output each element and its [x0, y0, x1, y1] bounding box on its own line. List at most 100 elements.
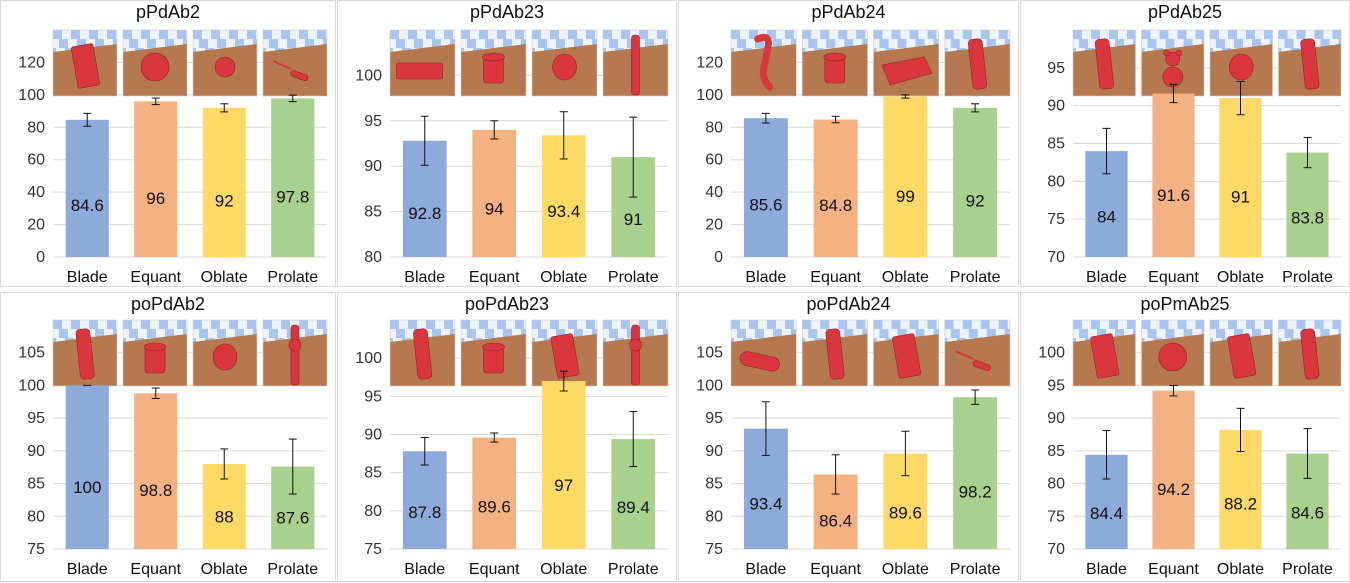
- tray-thumbnail: [873, 29, 940, 97]
- y-tick-label: 75: [27, 541, 45, 558]
- y-tick-label: 80: [27, 508, 45, 525]
- cylinder-thumbnail: [1278, 29, 1342, 97]
- y-tick-label: 75: [705, 541, 723, 558]
- y-tick-label: 95: [364, 113, 382, 130]
- bar-prolate: [953, 107, 998, 257]
- bar-value-label: 92: [215, 191, 234, 210]
- x-category-label: Prolate: [267, 561, 318, 578]
- x-category-label: Equant: [469, 269, 520, 286]
- y-tick-label: 95: [27, 410, 45, 427]
- cup-thumbnail: [122, 319, 188, 387]
- slab-thumbnail: [1072, 319, 1136, 387]
- x-category-label: Blade: [404, 269, 445, 286]
- chart-panel-4: pPdAb25 70 75 80 85 90 95 84 Blade 91.6 Equant 91 Ob…: [1020, 0, 1350, 287]
- chart-panel-2: pPdAb23 80 85 90 95 100 92.8 Blade 94 Equant 93.4 O…: [337, 0, 677, 287]
- bar-value-label: 91.6: [1157, 186, 1190, 205]
- x-category-label: Oblate: [882, 561, 929, 578]
- bar-value-label: 91: [1231, 188, 1250, 207]
- x-category-label: Equant: [810, 561, 861, 578]
- bar-equant: [472, 437, 517, 549]
- bar-prolate: [1286, 152, 1329, 257]
- bar-value-label: 99: [896, 187, 915, 206]
- y-tick-label: 70: [1047, 541, 1065, 558]
- y-tick-label: 75: [1047, 508, 1065, 525]
- bar-value-label: 88.2: [1224, 495, 1257, 514]
- y-tick-label: 95: [364, 388, 382, 405]
- cylinder-thumbnail: [389, 319, 456, 387]
- slab-thumbnail: [1209, 319, 1273, 387]
- y-tick-label: 100: [355, 67, 382, 84]
- x-category-label: Oblate: [201, 269, 248, 286]
- x-category-label: Blade: [67, 269, 108, 286]
- x-category-label: Blade: [404, 561, 445, 578]
- bar-value-label: 93.4: [547, 202, 580, 221]
- bar-chart: 0 20 40 60 80 100 120 85.6 Blade 84.8 Equant 99 Obla…: [696, 29, 1011, 286]
- bar-oblate: [202, 107, 246, 257]
- bar-equant: [1152, 93, 1195, 257]
- chart-title: pPdAb24: [811, 2, 886, 22]
- rod-thumbnail: [602, 29, 669, 97]
- chart-title: poPdAb24: [806, 294, 891, 314]
- screwdriver-thumbnail: [262, 29, 328, 97]
- disc-thumbnail: [531, 29, 598, 97]
- bar-equant: [134, 393, 178, 549]
- bar-value-label: 88: [215, 508, 234, 527]
- x-category-label: Equant: [130, 269, 181, 286]
- y-tick-label: 100: [696, 377, 723, 394]
- bar-oblate: [1219, 98, 1262, 257]
- y-tick-label: 90: [1047, 410, 1065, 427]
- y-tick-label: 120: [696, 54, 723, 71]
- bar-value-label: 94.2: [1157, 480, 1190, 499]
- chart-title: poPdAb2: [130, 294, 206, 314]
- ball-thumbnail: [122, 29, 188, 97]
- chart-panel-5: poPdAb2 75 80 85 90 95 100 105 100 Blade 98.8 Equan…: [0, 292, 336, 582]
- book-thumbnail: [531, 319, 598, 387]
- bar-blade: [65, 119, 109, 257]
- bar-value-label: 84.8: [819, 196, 852, 215]
- y-tick-label: 100: [18, 87, 45, 104]
- y-tick-label: 95: [1047, 60, 1065, 77]
- x-category-label: Blade: [1086, 561, 1127, 578]
- x-category-label: Equant: [469, 561, 520, 578]
- tower-thumbnail: [602, 319, 669, 387]
- bar-oblate: [883, 96, 928, 257]
- y-tick-label: 90: [27, 443, 45, 460]
- bar-oblate: [541, 381, 586, 549]
- chart-panel-1: pPdAb2 0 20 40 60 80 100 120 84.6 Blade 96 Equant 92…: [0, 0, 336, 287]
- phone-handset-thumbnail: [730, 29, 797, 97]
- spool-thumbnail: [460, 319, 527, 387]
- teddy-bear-thumbnail: [1141, 29, 1205, 97]
- x-category-label: Prolate: [608, 561, 659, 578]
- y-tick-label: 100: [1038, 345, 1065, 362]
- y-tick-label: 105: [18, 345, 45, 362]
- bar-equant: [472, 129, 517, 257]
- x-category-label: Oblate: [540, 561, 587, 578]
- bar-value-label: 96: [146, 189, 165, 208]
- spool-thumbnail: [801, 29, 868, 97]
- x-category-label: Prolate: [267, 269, 318, 286]
- remote-thumbnail: [1072, 29, 1136, 97]
- x-category-label: Blade: [1086, 269, 1127, 286]
- bar-value-label: 87.6: [276, 509, 309, 528]
- y-tick-label: 90: [705, 443, 723, 460]
- chart-panel-8: poPmAb25 70 75 80 85 90 95 100 84.4 Blade 94.2 Equa…: [1020, 292, 1350, 582]
- bar-value-label: 89.6: [889, 504, 922, 523]
- y-tick-label: 60: [27, 152, 45, 169]
- bar-value-label: 91: [624, 210, 643, 229]
- y-tick-label: 80: [1047, 173, 1065, 190]
- bar-value-label: 84: [1097, 208, 1116, 227]
- chart-panel-3: pPdAb24 0 20 40 60 80 100 120 85.6 Blade 84.8 Equan…: [678, 0, 1019, 287]
- bar-chart: 75 80 85 90 95 100 105 93.4 Blade 86.4 Equant 89.6 O…: [696, 319, 1011, 578]
- screwdriver-thumbnail: [944, 319, 1011, 387]
- y-tick-label: 20: [27, 217, 45, 234]
- y-tick-label: 80: [27, 119, 45, 136]
- x-category-label: Oblate: [201, 561, 248, 578]
- y-tick-label: 80: [364, 503, 382, 520]
- y-tick-label: 0: [36, 249, 45, 266]
- x-category-label: Equant: [130, 561, 181, 578]
- sphere-thumbnail: [192, 29, 258, 97]
- bar-value-label: 86.4: [819, 512, 852, 531]
- y-tick-label: 40: [27, 184, 45, 201]
- bar-chart: 75 80 85 90 95 100 105 100 Blade 98.8 Equant 88 Obla…: [18, 319, 328, 578]
